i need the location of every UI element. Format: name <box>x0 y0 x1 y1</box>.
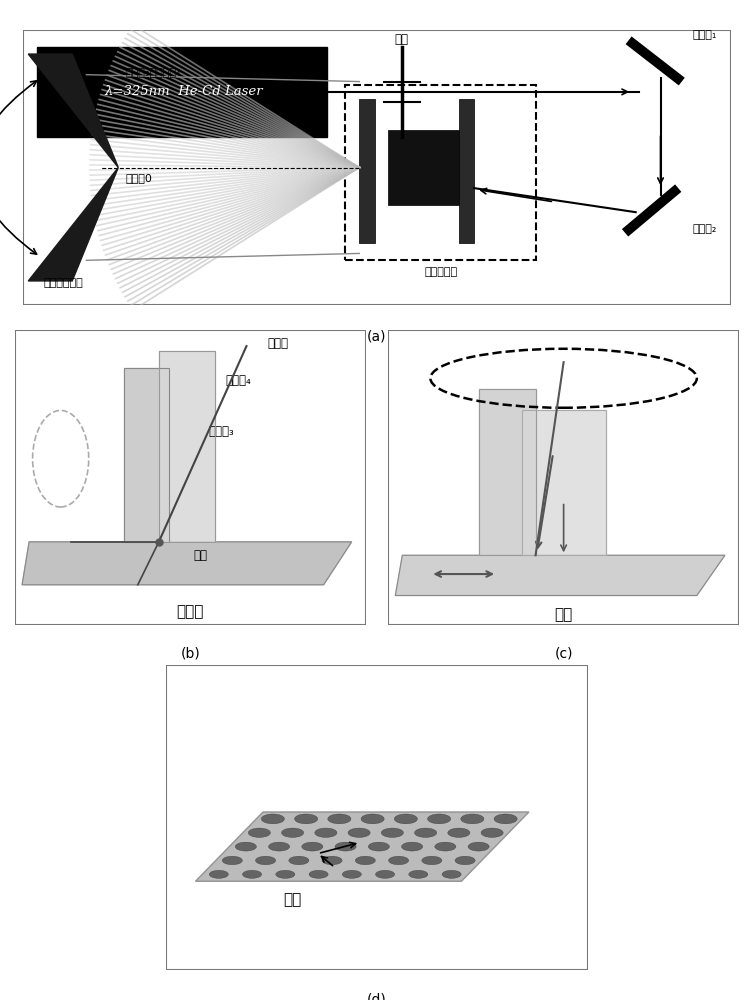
Text: 反射镁₁: 反射镁₁ <box>692 30 717 40</box>
Ellipse shape <box>428 814 451 824</box>
Ellipse shape <box>442 870 461 878</box>
Ellipse shape <box>309 870 328 878</box>
Text: 样品: 样品 <box>284 892 302 907</box>
Ellipse shape <box>494 814 517 824</box>
Polygon shape <box>124 368 170 542</box>
Polygon shape <box>159 351 215 542</box>
Ellipse shape <box>256 856 276 865</box>
Ellipse shape <box>355 856 375 865</box>
Polygon shape <box>480 389 535 555</box>
Text: 样品台: 样品台 <box>176 604 204 619</box>
Text: (c): (c) <box>554 646 573 660</box>
Ellipse shape <box>335 842 356 851</box>
Ellipse shape <box>281 828 304 837</box>
Text: (a): (a) <box>367 329 387 343</box>
Ellipse shape <box>375 870 394 878</box>
Text: 样品与样品台: 样品与样品台 <box>44 278 84 288</box>
Ellipse shape <box>388 856 409 865</box>
Ellipse shape <box>248 828 271 837</box>
Bar <box>458 99 474 243</box>
Text: 反射镁₃与反射镁₄: 反射镁₃与反射镁₄ <box>125 68 181 78</box>
Ellipse shape <box>448 828 470 837</box>
Ellipse shape <box>235 842 256 851</box>
Text: 反射镁₃: 反射镁₃ <box>208 425 234 438</box>
Ellipse shape <box>348 828 370 837</box>
Text: 反射镁₂: 反射镁₂ <box>692 224 717 234</box>
Text: 样品: 样品 <box>194 549 208 562</box>
Ellipse shape <box>394 814 418 824</box>
Ellipse shape <box>222 856 242 865</box>
Ellipse shape <box>302 842 323 851</box>
Ellipse shape <box>455 856 475 865</box>
Polygon shape <box>195 812 529 881</box>
Ellipse shape <box>276 870 295 878</box>
Text: 空间滤波器: 空间滤波器 <box>425 267 458 277</box>
Ellipse shape <box>435 842 456 851</box>
Ellipse shape <box>289 856 309 865</box>
Text: (b): (b) <box>180 646 201 660</box>
Bar <box>345 85 537 260</box>
Ellipse shape <box>268 842 290 851</box>
Text: λ=325nm  He-Cd Laser: λ=325nm He-Cd Laser <box>104 85 263 98</box>
Text: 入射光: 入射光 <box>268 337 289 350</box>
Ellipse shape <box>262 814 284 824</box>
Ellipse shape <box>210 870 228 878</box>
Ellipse shape <box>481 828 503 837</box>
Ellipse shape <box>322 856 342 865</box>
Ellipse shape <box>402 842 423 851</box>
Bar <box>359 99 375 243</box>
Ellipse shape <box>461 814 484 824</box>
Ellipse shape <box>415 828 437 837</box>
Polygon shape <box>22 542 351 585</box>
Polygon shape <box>29 167 118 281</box>
Bar <box>388 130 458 205</box>
Ellipse shape <box>361 814 385 824</box>
Text: (d): (d) <box>367 992 387 1000</box>
Polygon shape <box>522 410 605 555</box>
Text: 样品: 样品 <box>554 607 573 622</box>
Ellipse shape <box>328 814 351 824</box>
Polygon shape <box>395 555 725 595</box>
Text: 反射镁₄: 反射镁₄ <box>225 374 251 387</box>
Ellipse shape <box>314 828 337 837</box>
Text: 快门: 快门 <box>395 33 409 46</box>
Ellipse shape <box>342 870 361 878</box>
Ellipse shape <box>295 814 317 824</box>
Ellipse shape <box>243 870 262 878</box>
Ellipse shape <box>382 828 403 837</box>
Ellipse shape <box>409 870 428 878</box>
Polygon shape <box>29 54 118 167</box>
Ellipse shape <box>421 856 442 865</box>
Ellipse shape <box>368 842 389 851</box>
Bar <box>37 47 327 137</box>
Ellipse shape <box>468 842 489 851</box>
Text: 入射觙0: 入射觙0 <box>125 173 152 183</box>
